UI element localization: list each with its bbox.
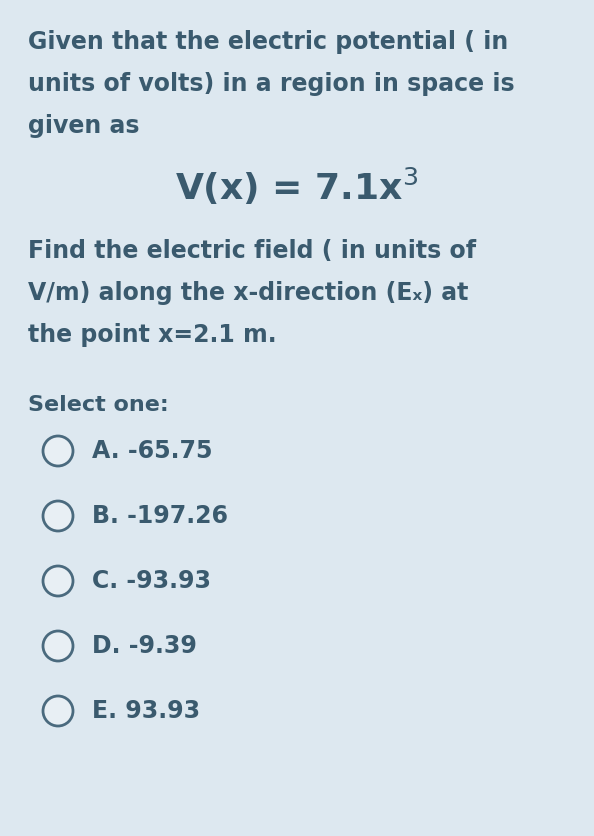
Text: given as: given as bbox=[28, 114, 140, 138]
Circle shape bbox=[43, 631, 73, 661]
Text: E. 93.93: E. 93.93 bbox=[92, 699, 200, 723]
Text: Given that the electric potential ( in: Given that the electric potential ( in bbox=[28, 30, 508, 54]
Circle shape bbox=[43, 566, 73, 596]
Text: C. -93.93: C. -93.93 bbox=[92, 569, 211, 593]
Text: B. -197.26: B. -197.26 bbox=[92, 504, 228, 528]
Text: A. -65.75: A. -65.75 bbox=[92, 439, 213, 463]
Text: D. -9.39: D. -9.39 bbox=[92, 634, 197, 658]
Text: V(x) = 7.1x$^3$: V(x) = 7.1x$^3$ bbox=[175, 166, 419, 207]
Text: units of volts) in a region in space is: units of volts) in a region in space is bbox=[28, 72, 514, 96]
Circle shape bbox=[43, 696, 73, 726]
Text: Find the electric field ( in units of: Find the electric field ( in units of bbox=[28, 239, 476, 263]
Text: the point x=2.1 m.: the point x=2.1 m. bbox=[28, 323, 277, 347]
Circle shape bbox=[43, 436, 73, 466]
Text: V/m) along the x-direction (Eₓ) at: V/m) along the x-direction (Eₓ) at bbox=[28, 281, 469, 305]
Circle shape bbox=[43, 501, 73, 531]
Text: Select one:: Select one: bbox=[28, 395, 169, 415]
